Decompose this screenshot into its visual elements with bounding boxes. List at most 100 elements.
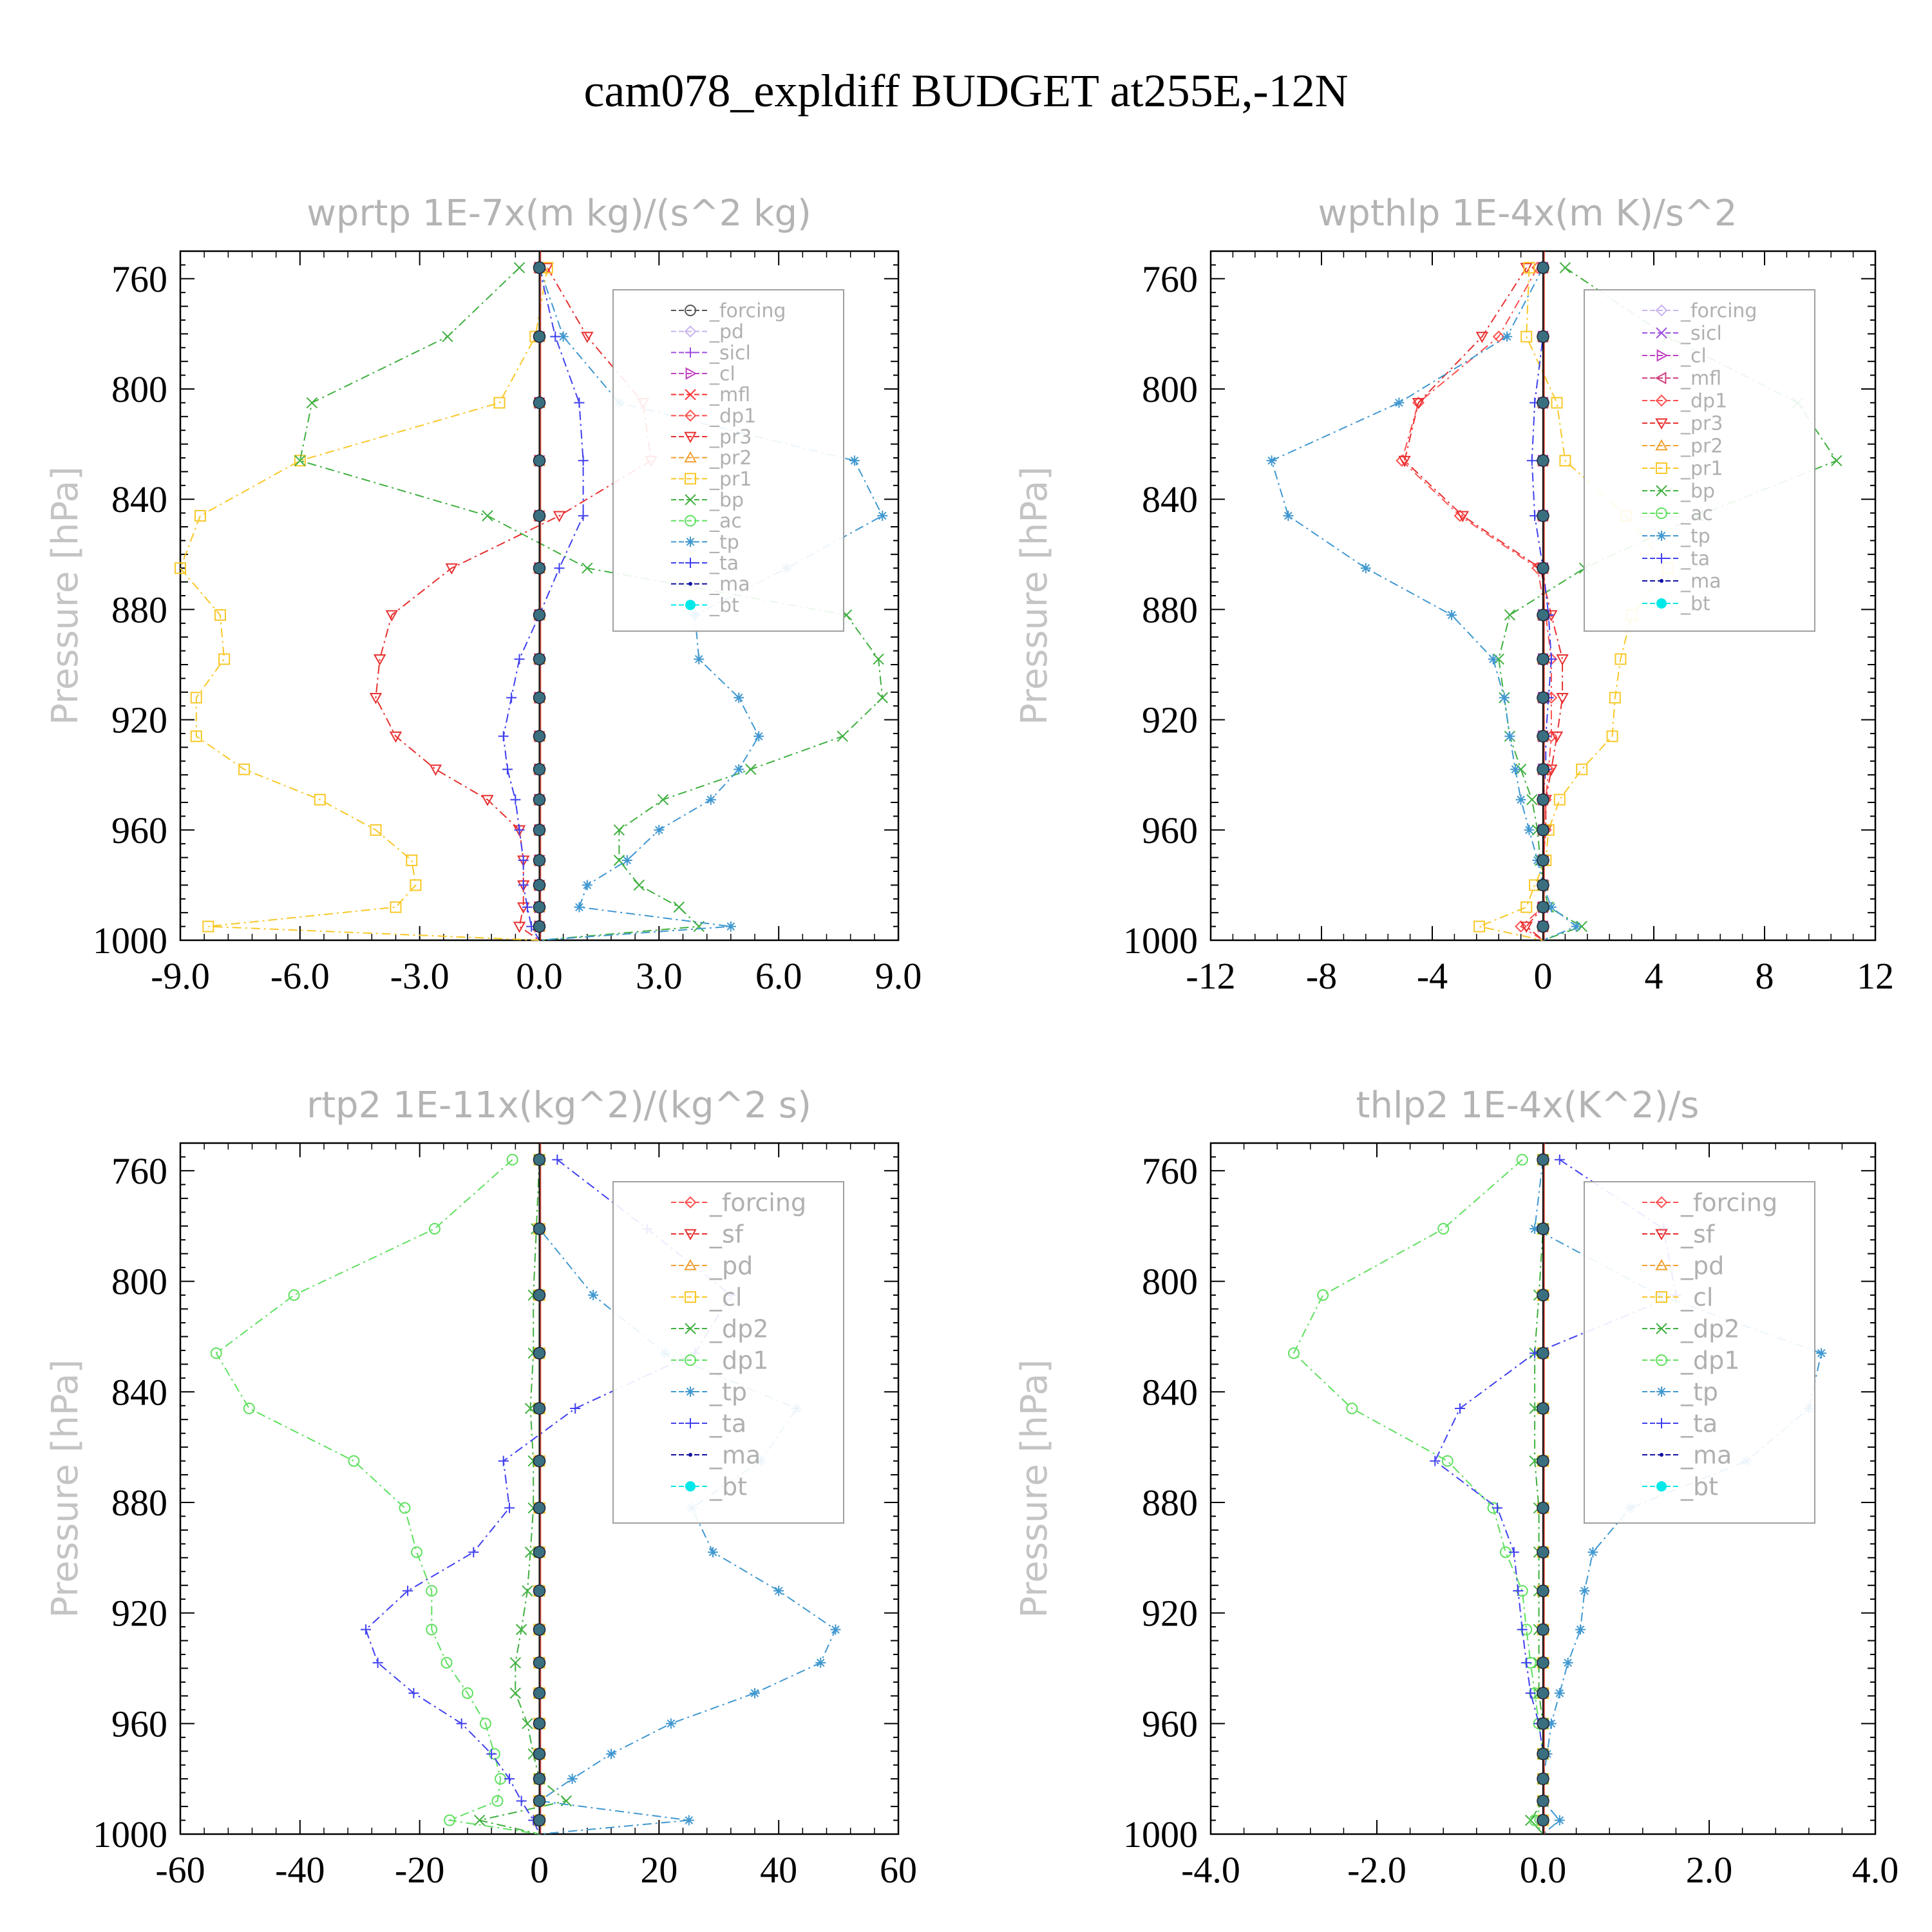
data-point <box>654 824 665 835</box>
y-tick-label: 840 <box>111 1371 167 1413</box>
data-point <box>1553 793 1566 806</box>
x-tick-label: 12 <box>1857 955 1894 997</box>
legend-marker <box>688 582 692 586</box>
y-tick-label: 920 <box>1142 1593 1198 1634</box>
data-point <box>734 692 744 703</box>
legend-label: _dp2 <box>1680 1314 1739 1343</box>
zero-point <box>1537 509 1549 522</box>
y-tick-label: 1000 <box>93 920 167 961</box>
legend-label: _cl <box>709 1283 742 1311</box>
legend-label: _pr3 <box>709 426 752 449</box>
data-point <box>509 1657 522 1669</box>
y-tick-label: 1000 <box>93 1814 167 1855</box>
legend-marker <box>1656 327 1667 339</box>
zero-point <box>533 1814 546 1827</box>
data-point <box>873 653 884 665</box>
data-point <box>514 824 525 835</box>
data-point <box>1446 609 1457 620</box>
data-point <box>1526 455 1537 466</box>
data-point <box>509 1687 522 1699</box>
data-point <box>406 854 418 866</box>
data-point <box>238 763 251 775</box>
legend-marker <box>685 347 696 358</box>
data-point <box>574 397 585 408</box>
legend-marker <box>685 305 696 316</box>
zero-point <box>533 1546 546 1558</box>
data-point <box>1579 1586 1590 1596</box>
data-point <box>522 1718 533 1730</box>
data-point <box>243 1403 255 1415</box>
data-point <box>498 1455 509 1466</box>
data-point <box>482 510 493 522</box>
x-tick-label: -12 <box>1186 955 1235 997</box>
zero-point <box>1537 1814 1549 1827</box>
data-point <box>502 764 513 775</box>
panel-title: rtp2 1E-11x(kg^2)/(kg^2 s) <box>307 1084 811 1126</box>
legend-label: _ma <box>1680 1441 1732 1469</box>
zero-point <box>533 1687 546 1700</box>
legend-marker <box>685 494 696 506</box>
data-point <box>1587 1547 1598 1558</box>
data-point <box>558 331 569 342</box>
x-tick-label: -6.0 <box>270 955 330 997</box>
zero-point <box>1537 330 1549 343</box>
legend-box <box>1584 289 1815 632</box>
legend-label: _ta <box>709 553 739 575</box>
data-point <box>1609 692 1621 704</box>
legend-label: _pr2 <box>1680 435 1723 458</box>
data-point <box>1456 511 1469 522</box>
series-line <box>1271 267 1578 941</box>
data-point <box>1615 653 1627 665</box>
zero-point <box>1537 793 1549 806</box>
data-point <box>1554 1815 1565 1826</box>
data-point <box>1517 1624 1528 1635</box>
zero-point <box>533 1747 546 1761</box>
x-tick-label: -4.0 <box>1181 1849 1240 1891</box>
zero-point <box>533 562 546 574</box>
data-point <box>1454 509 1466 522</box>
data-point <box>613 824 625 836</box>
legend-marker <box>1656 1354 1667 1366</box>
data-point <box>753 731 764 742</box>
zero-point <box>533 396 546 410</box>
legend-label: _bt <box>709 1472 747 1501</box>
legend-label: _pd <box>709 1251 753 1280</box>
panel-title: wprtp 1E-7x(m kg)/(s^2 kg) <box>307 193 811 234</box>
legend-marker <box>1656 507 1667 519</box>
data-point <box>745 763 757 775</box>
data-point <box>725 921 736 932</box>
data-point <box>516 1795 527 1806</box>
data-point <box>210 1347 222 1359</box>
zero-point <box>533 854 546 867</box>
zero-point <box>533 1794 546 1808</box>
series-ta <box>498 262 589 941</box>
data-point <box>194 509 206 522</box>
zero-point <box>533 609 546 621</box>
legend-box <box>612 1181 844 1524</box>
data-point <box>1510 764 1520 775</box>
data-point <box>1521 1657 1532 1668</box>
data-point <box>1346 1403 1358 1415</box>
data-point <box>522 1585 533 1597</box>
legend-marker <box>1654 372 1667 384</box>
y-tick-label: 760 <box>111 258 167 300</box>
data-point <box>1520 922 1533 933</box>
x-tick-label: 4.0 <box>1852 1849 1899 1891</box>
y-tick-label: 960 <box>111 810 167 851</box>
legend-marker <box>1656 598 1667 609</box>
data-point <box>707 1547 718 1558</box>
zero-point <box>533 1153 546 1166</box>
data-point <box>524 1546 536 1558</box>
data-point <box>445 563 458 575</box>
legend-marker <box>1656 553 1667 564</box>
data-point <box>830 1624 841 1635</box>
data-point <box>1504 609 1516 621</box>
data-point <box>581 332 594 343</box>
data-point <box>294 455 306 467</box>
legend-marker <box>1655 394 1668 407</box>
data-point <box>1475 332 1489 343</box>
legend-marker <box>685 1481 696 1492</box>
y-tick-label: 920 <box>1142 699 1198 741</box>
zero-point <box>1537 1584 1549 1598</box>
